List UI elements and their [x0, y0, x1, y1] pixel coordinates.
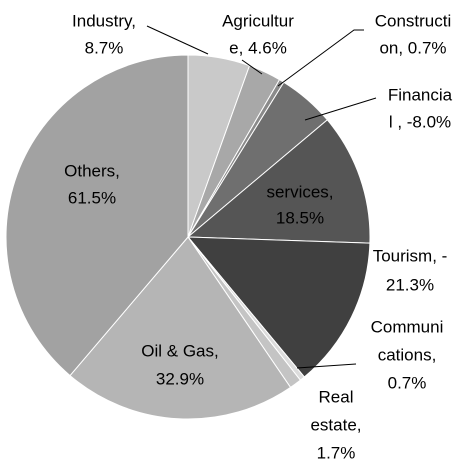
leader-line — [296, 363, 357, 369]
data-label: 0.7% — [388, 373, 427, 392]
data-label: Tourism, - — [373, 246, 448, 265]
leader-line — [277, 29, 364, 87]
data-label: Others, — [64, 161, 120, 180]
data-label: e, 4.6% — [229, 38, 287, 57]
leader-line — [241, 59, 263, 75]
data-label: services, — [266, 182, 333, 201]
pie-slice — [186, 236, 371, 378]
data-label: Constructi — [375, 11, 452, 30]
data-label: 21.3% — [386, 275, 434, 294]
leader-line — [304, 97, 377, 121]
data-label: 32.9% — [156, 369, 204, 388]
data-label: Industry, — [72, 11, 136, 30]
labels: Industry, 8.7% Agricultur e, 4.6% Constructi… — [64, 11, 453, 462]
pie-slice — [186, 119, 371, 244]
pie — [5, 54, 371, 420]
data-label: Real — [319, 387, 354, 406]
data-label: Agricultur — [222, 11, 294, 30]
data-label: Financia — [388, 85, 453, 104]
data-label: estate, — [310, 415, 361, 434]
data-label: 1.7% — [317, 443, 356, 462]
data-label: Oil & Gas, — [141, 341, 218, 360]
data-label: l , -8.0% — [389, 112, 451, 131]
data-label: cations, — [378, 345, 437, 364]
leader-line — [146, 25, 209, 55]
pie-slice — [5, 54, 189, 377]
pie-slice — [69, 236, 292, 420]
data-label: 18.5% — [276, 208, 324, 227]
data-label: Communi — [371, 317, 444, 336]
data-label: 8.7% — [85, 38, 124, 57]
data-label: 61.5% — [68, 188, 116, 207]
data-label: on, 0.7% — [379, 38, 446, 57]
